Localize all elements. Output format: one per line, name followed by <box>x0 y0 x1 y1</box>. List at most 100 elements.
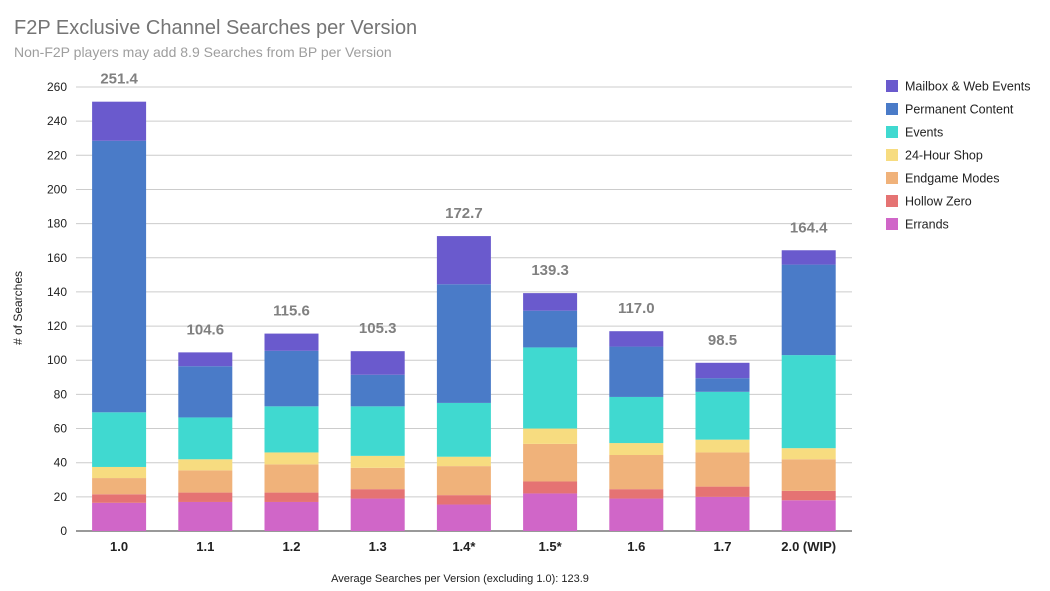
bar-segment-events <box>350 406 405 456</box>
bar-segment-events <box>436 402 491 457</box>
bar-segment-mailbox-web-events <box>264 333 319 351</box>
bar-segment-hollow-zero <box>178 492 233 502</box>
legend-label: 24-Hour Shop <box>905 149 983 163</box>
bar-segment-permanent-content <box>178 366 233 418</box>
bar-segment-endgame-modes <box>350 467 405 490</box>
bar-total-label: 117.0 <box>618 300 655 317</box>
y-tick-label: 200 <box>47 182 67 196</box>
y-axis-title: # of Searches <box>11 271 25 345</box>
bar-segment-errands <box>436 504 491 531</box>
bar-segment-hollow-zero <box>781 490 836 501</box>
bar-segment-permanent-content <box>609 346 664 397</box>
x-tick-label: 1.7 <box>713 539 731 554</box>
x-tick-label: 1.1 <box>196 539 214 554</box>
bar-segment-errands <box>264 501 319 531</box>
legend-swatch <box>886 103 898 115</box>
legend-label: Errands <box>905 218 949 232</box>
bar-segment-permanent-content <box>92 140 147 413</box>
bar-segment-hollow-zero <box>609 489 664 499</box>
legend-swatch <box>886 80 898 92</box>
y-tick-label: 0 <box>60 524 67 538</box>
y-tick-label: 60 <box>54 422 68 436</box>
bar-segment-permanent-content <box>523 310 578 348</box>
bar-segment-errands <box>695 496 750 531</box>
x-tick-label: 1.6 <box>627 539 645 554</box>
chart-title: F2P Exclusive Channel Searches per Versi… <box>14 17 417 39</box>
y-tick-label: 120 <box>47 319 67 333</box>
bar-segment-events <box>781 355 836 449</box>
y-tick-label: 240 <box>47 114 67 128</box>
bar-segment-mailbox-web-events <box>436 236 491 285</box>
bar-segment-errands <box>781 500 836 531</box>
chart-subtitle: Non-F2P players may add 8.9 Searches fro… <box>14 44 392 60</box>
bar-segment-events <box>523 347 578 429</box>
y-tick-label: 80 <box>54 387 68 401</box>
bar-segment-mailbox-web-events <box>92 101 147 141</box>
bar-segment-24-hour-shop <box>436 456 491 467</box>
bar-segment-endgame-modes <box>609 455 664 490</box>
bar-segment-errands <box>178 501 233 531</box>
bar-segment-hollow-zero <box>264 492 319 502</box>
bar-segment-mailbox-web-events <box>695 362 750 379</box>
bar-segment-permanent-content <box>264 350 319 407</box>
bar-segment-endgame-modes <box>92 478 147 495</box>
bar-segment-errands <box>92 502 147 531</box>
bar-segment-24-hour-shop <box>781 448 836 460</box>
bar-segment-endgame-modes <box>264 464 319 493</box>
legend-swatch <box>886 172 898 184</box>
bar-segment-errands <box>609 498 664 531</box>
bar-total-label: 104.6 <box>187 321 225 338</box>
legend-swatch <box>886 195 898 207</box>
x-tick-label: 1.5* <box>539 539 563 554</box>
y-tick-label: 180 <box>47 217 67 231</box>
legend-swatch <box>886 218 898 230</box>
bar-segment-24-hour-shop <box>523 428 578 444</box>
bar-total-label: 115.6 <box>273 303 310 320</box>
legend-swatch <box>886 126 898 138</box>
y-tick-label: 140 <box>47 285 67 299</box>
y-tick-label: 20 <box>54 490 68 504</box>
bar-segment-hollow-zero <box>92 494 147 503</box>
bar-segment-permanent-content <box>350 374 405 407</box>
bar-segment-events <box>609 396 664 444</box>
bar-totals: 251.4 104.6 115.6 105.3 172.7 139.3 117.0 98.5 1… <box>100 71 828 349</box>
x-tick-label: 1.2 <box>282 539 300 554</box>
bar-total-label: 105.3 <box>359 320 397 337</box>
bar-segment-events <box>264 406 319 453</box>
x-tick-label: 1.3 <box>369 539 387 554</box>
bar-segment-endgame-modes <box>178 470 233 493</box>
bar-segment-errands <box>350 498 405 531</box>
bar-segment-mailbox-web-events <box>609 331 664 347</box>
y-tick-label: 160 <box>47 251 67 265</box>
legend-label: Mailbox & Web Events <box>905 80 1031 94</box>
x-tick-label: 2.0 (WIP) <box>781 539 836 554</box>
bar-total-label: 139.3 <box>531 262 569 279</box>
bar-segment-errands <box>523 493 578 531</box>
bar-segment-mailbox-web-events <box>781 250 836 265</box>
bar-segment-events <box>92 412 147 467</box>
y-axis-ticks: 0 20 40 60 80 100 120 140 160 180 200 220 240 260 <box>47 80 67 538</box>
bar-segment-events <box>178 417 233 460</box>
bar-segment-events <box>695 391 750 440</box>
y-tick-label: 40 <box>54 456 68 470</box>
bar-segment-permanent-content <box>695 378 750 392</box>
bar-segment-hollow-zero <box>695 486 750 497</box>
x-tick-label: 1.4* <box>452 539 476 554</box>
bar-segment-mailbox-web-events <box>178 352 233 367</box>
bar-total-label: 251.4 <box>100 71 138 88</box>
bar-segment-24-hour-shop <box>92 466 147 479</box>
bar-segment-hollow-zero <box>350 489 405 499</box>
legend-label: Hollow Zero <box>905 195 972 209</box>
bar-segment-endgame-modes <box>781 459 836 491</box>
bar-segment-hollow-zero <box>523 481 578 494</box>
bar-total-label: 164.4 <box>790 219 828 236</box>
bar-total-label: 98.5 <box>708 332 737 349</box>
x-axis-ticks: 1.0 1.1 1.2 1.3 1.4* 1.5* 1.6 1.7 2.0 (WIP) <box>110 539 836 554</box>
bar-segment-permanent-content <box>781 264 836 356</box>
legend: Mailbox & Web Events Permanent Content Eve… <box>886 80 1031 232</box>
bar-segment-24-hour-shop <box>350 455 405 468</box>
y-tick-label: 260 <box>47 80 67 94</box>
y-tick-label: 100 <box>47 353 67 367</box>
bar-segment-endgame-modes <box>523 443 578 482</box>
bar-segment-hollow-zero <box>436 495 491 505</box>
